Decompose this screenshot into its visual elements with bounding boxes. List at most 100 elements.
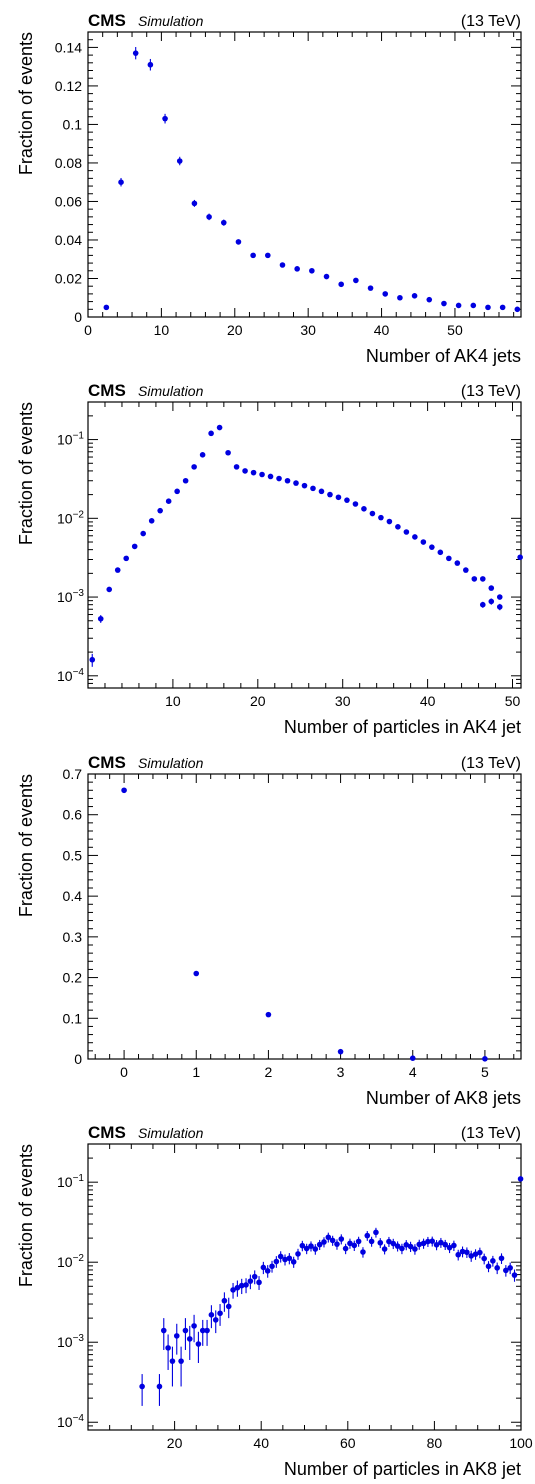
data-point	[355, 1238, 362, 1245]
data-point	[294, 266, 300, 272]
data-point	[121, 787, 127, 794]
data-point	[507, 1265, 513, 1271]
data-point	[470, 302, 477, 309]
data-point	[308, 1243, 314, 1249]
panel-ak4-jet-multiplicity: CMS Simulation (13 TeV) 0 10 20 30 40 50 0 0.02 0.0…	[16, 11, 522, 366]
data-point	[429, 544, 435, 550]
data-point	[353, 277, 359, 284]
data-point	[488, 585, 495, 591]
data-point	[351, 1242, 358, 1249]
data-point	[403, 1241, 410, 1248]
x-axis-title: Number of AK8 jets	[366, 1088, 521, 1108]
y-tick-label: 10−2	[57, 509, 84, 526]
data-point	[216, 424, 223, 431]
x-tick-label: 40	[253, 1435, 269, 1451]
data-point	[225, 449, 231, 456]
y-tick-label: 10−4	[57, 667, 84, 684]
data-point	[204, 1327, 210, 1334]
y-tick-label: 0.6	[63, 807, 83, 823]
data-point	[437, 549, 444, 556]
data-point	[251, 1273, 258, 1280]
data-point	[477, 1249, 483, 1256]
x-tick-label: 10	[154, 322, 170, 338]
data-point	[338, 281, 344, 288]
data-point	[337, 1048, 344, 1055]
data-point	[517, 554, 523, 561]
data-point	[397, 294, 403, 301]
y-tick-label: 0	[74, 309, 82, 325]
data-point	[369, 510, 376, 517]
x-tick-label: 20	[227, 322, 243, 338]
data-point	[140, 530, 146, 537]
data-point	[191, 1323, 197, 1329]
x-tick-label: 40	[420, 693, 436, 709]
data-point	[378, 514, 384, 521]
y-tick-label: 0.5	[63, 847, 83, 863]
cms-label: CMS	[88, 1123, 126, 1142]
data-point	[295, 1251, 301, 1257]
panel-ak8-jet-multiplicity: CMS Simulation (13 TeV) 0 1 2 3 4 5 0 0.1 0.2 0.3 0.4…	[16, 753, 522, 1108]
data-point	[455, 1251, 462, 1258]
data-point	[395, 524, 401, 530]
data-point	[265, 1011, 272, 1018]
data-point	[273, 1258, 280, 1265]
data-point	[191, 464, 197, 470]
data-point	[260, 1264, 267, 1271]
data-point	[182, 1327, 189, 1334]
data-point	[498, 1255, 505, 1262]
x-tick-label: 50	[505, 693, 521, 709]
data-point	[316, 1241, 323, 1248]
y-tick-label: 0.14	[55, 39, 82, 55]
x-tick-label: 30	[335, 693, 351, 709]
x-axis-title: Number of particles in AK8 jet	[284, 1459, 521, 1479]
data-point	[212, 1317, 219, 1323]
data-point	[199, 1327, 206, 1334]
data-point	[416, 1241, 423, 1248]
data-point	[394, 1243, 401, 1249]
data-point	[503, 1267, 509, 1274]
data-point	[310, 485, 316, 492]
data-point	[485, 304, 491, 311]
data-point	[420, 539, 427, 545]
cms-label: CMS	[88, 11, 126, 30]
data-point	[496, 594, 503, 600]
data-point	[103, 304, 110, 311]
data-point	[206, 214, 212, 220]
x-axis-title: Number of AK4 jets	[366, 346, 521, 366]
data-point	[132, 50, 139, 56]
data-point	[464, 1249, 470, 1256]
energy-label: (13 TeV)	[461, 755, 521, 772]
plot-frame	[87, 401, 522, 689]
data-point	[335, 494, 342, 501]
y-axis-title: Fraction of events	[16, 402, 36, 545]
data-point	[250, 252, 256, 259]
data-point	[327, 491, 333, 498]
data-point	[441, 300, 447, 307]
y-tick-label: 0.1	[63, 1010, 83, 1026]
x-tick-label: 60	[340, 1435, 356, 1451]
data-point	[412, 534, 418, 540]
x-tick-label: 40	[374, 322, 390, 338]
data-point	[118, 179, 124, 186]
panel-ak8-particle-multiplicity: CMS Simulation (13 TeV) 20 40 60 80 100 10−4 10−3…	[16, 1123, 533, 1479]
data-point	[494, 1265, 500, 1271]
data-point	[182, 477, 189, 484]
data-point	[242, 468, 248, 474]
data-point	[511, 1272, 518, 1278]
data-point	[352, 501, 359, 507]
data-point	[364, 1232, 371, 1239]
data-point	[269, 1263, 275, 1270]
data-point	[442, 1241, 449, 1248]
x-tick-label: 0	[120, 1064, 128, 1080]
x-tick-label: 4	[409, 1064, 417, 1080]
data-point	[169, 1358, 176, 1364]
data-point	[360, 1249, 366, 1255]
data-point	[323, 273, 330, 280]
y-tick-label: 10−3	[57, 1333, 84, 1350]
data-point	[472, 1251, 479, 1257]
data-point	[208, 430, 214, 437]
data-point	[193, 970, 200, 977]
data-point	[463, 567, 469, 573]
y-tick-label: 0.7	[63, 766, 83, 782]
data-point	[479, 576, 486, 582]
